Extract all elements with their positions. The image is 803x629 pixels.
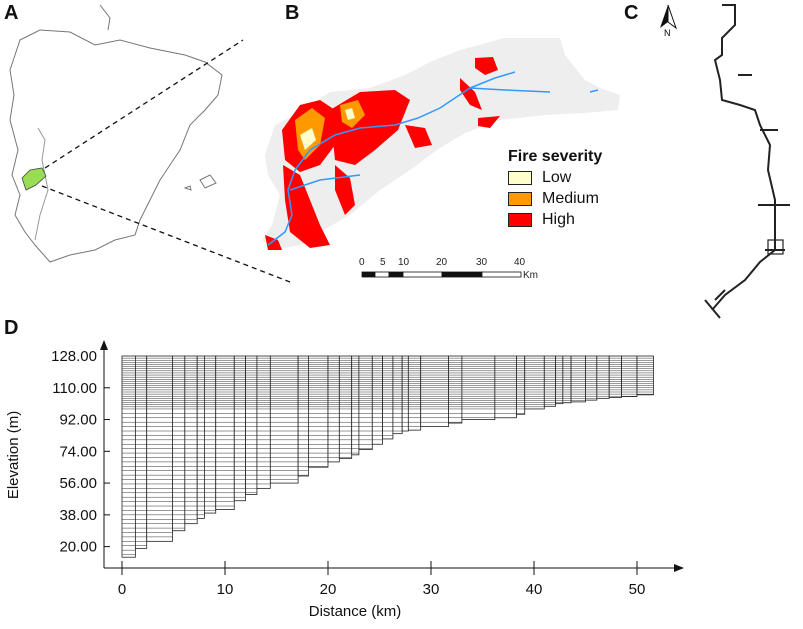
legend-swatch-high [508, 212, 532, 227]
grid-column [621, 355, 638, 397]
legend-item-medium: Medium [508, 188, 602, 209]
fire-severity-legend: Fire severity Low Medium High [508, 148, 602, 230]
legend-label-low: Low [542, 168, 572, 186]
x-tick-label: 50 [629, 581, 646, 598]
grid-column [555, 355, 564, 405]
scale-label-40: 40 [514, 257, 526, 268]
x-tick-label: 20 [320, 581, 337, 598]
north-label: N [664, 28, 671, 38]
grid-column [524, 355, 545, 410]
scale-label-20: 20 [436, 257, 448, 268]
y-tick-label: 56.00 [59, 475, 97, 492]
legend-label-high: High [542, 210, 575, 228]
grid-column [245, 355, 258, 495]
zoom-line-top [44, 39, 244, 169]
grid-column [196, 355, 205, 519]
x-axis-arrow-icon [674, 564, 684, 572]
grid-column [636, 355, 654, 396]
study-area [21, 167, 47, 191]
model-grid [121, 355, 654, 558]
y-axis-arrow-icon [100, 340, 108, 350]
grid-column [494, 355, 517, 419]
y-tick-label: 110.00 [52, 380, 97, 397]
y-tick-label: 74.00 [59, 443, 97, 460]
y-tick-label: 38.00 [59, 507, 97, 524]
legend-item-low: Low [508, 167, 602, 188]
river-network-schematic [704, 4, 790, 319]
panel-label-a: A [4, 2, 19, 24]
north-arrow-icon [660, 4, 678, 30]
x-tick-label: 30 [423, 581, 440, 598]
maps: N [9, 4, 790, 319]
x-tick-label: 40 [526, 581, 543, 598]
grid-column [121, 355, 136, 558]
scale-bar [361, 271, 522, 278]
scale-label-10: 10 [398, 257, 410, 268]
legend-title: Fire severity [508, 148, 603, 165]
panel-label-b: B [285, 2, 300, 24]
grid-column [338, 355, 353, 459]
x-axis-label: Distance (km) [309, 603, 402, 620]
x-tick-label: 0 [118, 581, 126, 598]
grid-column [420, 355, 449, 427]
river [267, 71, 599, 246]
legend-item-high: High [508, 209, 602, 230]
legend-label-medium: Medium [542, 189, 599, 207]
grid-column [172, 355, 186, 532]
panel-label-c: C [624, 2, 639, 24]
grid-column [308, 355, 329, 468]
watershed-map [262, 38, 620, 250]
grid-column [570, 355, 586, 403]
fire-severity-low [300, 108, 355, 150]
legend-swatch-medium [508, 191, 532, 206]
grid-column [203, 355, 217, 514]
x-tick-label: 10 [217, 581, 234, 598]
scale-label-5: 5 [380, 257, 386, 268]
legend-swatch-low [508, 170, 532, 185]
grid-column [215, 355, 235, 510]
y-axis-label: Elevation (m) [5, 411, 22, 499]
y-tick-label-top: 128.00 [51, 348, 97, 365]
scale-unit: Km [523, 270, 538, 281]
grid-column [543, 355, 557, 407]
y-tick-label: 20.00 [59, 539, 97, 556]
y-tick-label: 92.00 [59, 412, 97, 429]
scale-label-0: 0 [359, 257, 365, 268]
grid-column [585, 355, 598, 401]
grid-column [407, 355, 422, 431]
grid-column [516, 355, 526, 415]
grid-column [134, 355, 148, 549]
panel-label-d: D [4, 317, 19, 339]
grid-column [448, 355, 463, 424]
grid-column [233, 355, 247, 502]
grid-column [401, 355, 409, 432]
scale-label-30: 30 [476, 257, 488, 268]
grid-column [297, 355, 309, 477]
